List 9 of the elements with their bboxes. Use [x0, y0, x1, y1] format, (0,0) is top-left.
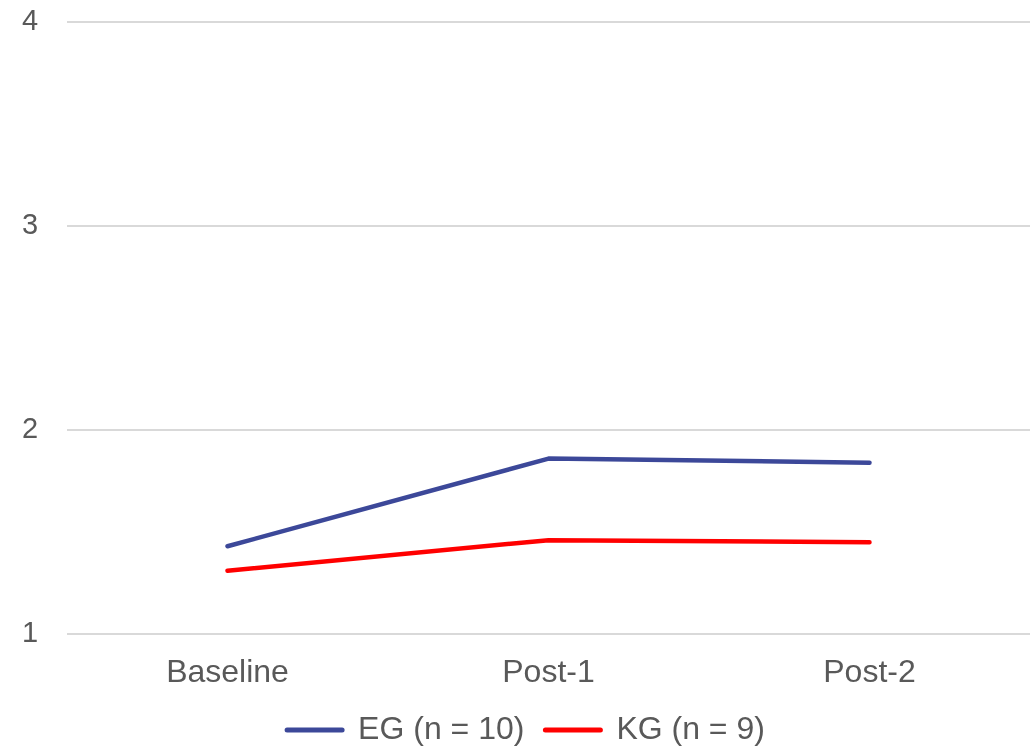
- y-tick-label: 1: [22, 616, 39, 648]
- x-tick-label: Baseline: [166, 653, 289, 690]
- legend-label: KG (n = 9): [616, 709, 765, 746]
- y-tick-label: 4: [22, 4, 39, 36]
- y-tick-label: 3: [22, 208, 39, 240]
- x-tick-label: Post-2: [823, 653, 916, 690]
- y-tick-label: 2: [22, 412, 39, 444]
- legend-label: EG (n = 10): [358, 709, 525, 746]
- x-tick-label: Post-1: [502, 653, 595, 690]
